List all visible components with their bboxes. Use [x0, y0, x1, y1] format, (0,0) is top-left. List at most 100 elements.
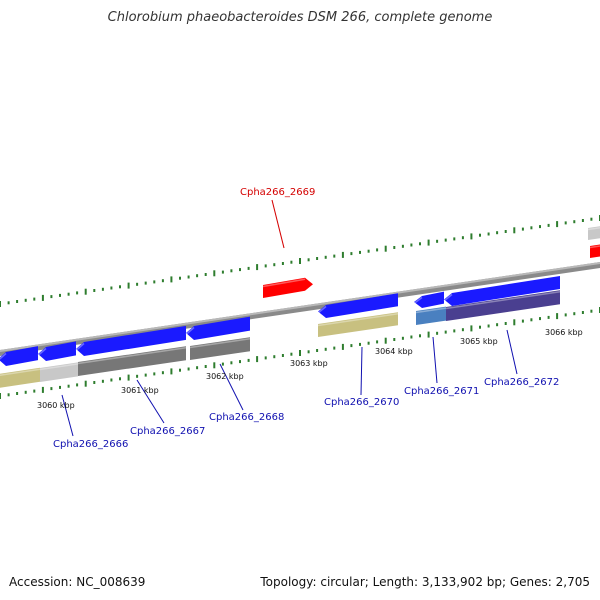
minor-tick — [547, 223, 550, 227]
edge-gray-feature-highlight — [587, 226, 600, 231]
edge-red-feature-shape[interactable] — [590, 244, 600, 259]
gene-arrow-2672[interactable] — [443, 276, 560, 306]
leader-2668 — [219, 363, 244, 411]
minor-tick — [530, 226, 533, 230]
gene-arrow-2670-shape[interactable] — [318, 293, 398, 318]
edge-red-feature-highlight — [589, 245, 600, 249]
minor-tick — [444, 330, 447, 334]
minor-tick — [590, 309, 593, 313]
minor-tick — [144, 373, 147, 377]
edge-gray-feature-shape[interactable] — [588, 226, 600, 240]
accession-text: Accession: NC_008639 — [9, 575, 146, 589]
major-tick — [299, 258, 301, 264]
minor-tick — [16, 392, 19, 395]
minor-tick — [376, 340, 379, 344]
gene-label-cpha266-2671[interactable]: Cpha266_2671 — [404, 386, 479, 397]
gene-arrow-2671-shape[interactable] — [414, 291, 444, 308]
gene-arrow-2667-highlight — [75, 342, 85, 352]
cog-band-slate-shape[interactable] — [446, 290, 560, 321]
minor-tick — [496, 231, 499, 235]
cog-band-gray-2-highlight — [189, 337, 251, 349]
gene-arrow-2667[interactable] — [75, 325, 186, 356]
major-tick — [341, 343, 344, 350]
cog-band-khaki-2[interactable] — [317, 312, 399, 337]
minor-tick — [333, 254, 336, 258]
gene-name-labels: Cpha266_2666 Cpha266_2667 Cpha266_2668 C… — [53, 187, 559, 450]
minor-tick — [376, 248, 379, 252]
minor-tick — [119, 285, 121, 289]
minor-tick — [444, 238, 447, 242]
gene-arrow-2669[interactable] — [262, 277, 313, 298]
cog-band-gray-2[interactable] — [189, 337, 251, 360]
gene-arrow-2666a-shape[interactable] — [0, 346, 38, 366]
major-tick — [384, 245, 387, 252]
cog-band-khaki-1[interactable] — [0, 367, 41, 388]
gene-arrow-2666b-shape[interactable] — [38, 341, 76, 361]
kbp-label: 3064 kbp — [375, 347, 413, 356]
major-tick — [127, 374, 130, 381]
minor-tick — [419, 242, 421, 246]
gene-arrow-2667-shape[interactable] — [76, 325, 186, 356]
gene-label-cpha266-2667[interactable]: Cpha266_2667 — [130, 426, 205, 437]
cog-band-khaki-2-shape[interactable] — [318, 312, 398, 337]
minor-tick — [273, 355, 276, 359]
gene-arrow-2670[interactable] — [317, 293, 398, 318]
gene-label-cpha266-2670[interactable]: Cpha266_2670 — [324, 397, 399, 408]
cog-band-steel-highlight — [415, 307, 447, 314]
gene-arrow-2669-shape[interactable] — [263, 277, 313, 298]
cog-band-gray-1[interactable] — [77, 346, 187, 376]
edge-gray-feature[interactable] — [587, 226, 600, 240]
minor-tick — [264, 264, 267, 268]
cog-band-steel-shape[interactable] — [416, 306, 446, 325]
minor-tick — [110, 286, 113, 290]
minor-tick — [290, 260, 293, 264]
cog-band-khaki-1-shape[interactable] — [0, 367, 40, 388]
gene-label-cpha266-2672[interactable]: Cpha266_2672 — [484, 377, 559, 388]
minor-tick — [419, 334, 421, 338]
kbp-label: 3063 kbp — [290, 359, 328, 368]
minor-tick — [487, 232, 490, 236]
gene-arrow-2666b[interactable] — [37, 341, 76, 361]
minor-tick — [393, 246, 396, 249]
edge-red-feature[interactable] — [589, 244, 600, 259]
gene-arrow-2668-shape[interactable] — [186, 316, 250, 340]
major-tick — [84, 380, 87, 387]
minor-tick — [93, 381, 96, 384]
gene-arrow-2666a[interactable] — [0, 346, 38, 366]
cog-band-light-1[interactable] — [39, 362, 79, 382]
minor-tick — [496, 323, 499, 327]
minor-tick — [67, 292, 70, 296]
gene-label-cpha266-2666[interactable]: Cpha266_2666 — [53, 439, 128, 450]
major-tick — [127, 282, 130, 289]
gene-arrow-2672-shape[interactable] — [444, 276, 560, 306]
gene-arrow-2671[interactable] — [413, 291, 444, 308]
cog-band-gray-1-shape[interactable] — [78, 346, 186, 376]
minor-tick — [50, 295, 53, 299]
minor-tick — [461, 328, 464, 332]
major-tick — [556, 313, 559, 320]
minor-tick — [153, 280, 156, 284]
minor-tick — [204, 273, 207, 276]
cog-band-gray-2-shape[interactable] — [190, 337, 250, 360]
cog-band-light-1-highlight — [39, 363, 79, 371]
minor-tick — [221, 270, 224, 274]
minor-tick — [247, 358, 250, 362]
minor-tick — [161, 371, 164, 375]
minor-tick — [539, 225, 541, 229]
minor-tick — [359, 342, 361, 346]
inner-tick-row — [0, 307, 600, 399]
gene-arrow-2671-highlight — [413, 296, 423, 305]
gene-arrow-2666b-highlight — [37, 347, 47, 357]
minor-tick — [324, 255, 327, 259]
minor-tick — [119, 377, 121, 381]
major-tick — [213, 270, 216, 277]
outer-tick-row — [0, 215, 600, 307]
gene-label-cpha266-2669[interactable]: Cpha266_2669 — [240, 187, 315, 198]
cog-band-slate[interactable] — [445, 290, 561, 321]
minor-tick — [581, 219, 584, 222]
minor-tick — [581, 311, 584, 314]
gene-label-cpha266-2668[interactable]: Cpha266_2668 — [209, 412, 284, 423]
cog-band-steel[interactable] — [415, 306, 447, 325]
cog-band-light-1-shape[interactable] — [40, 362, 78, 382]
gene-arrow-2668[interactable] — [185, 316, 250, 340]
